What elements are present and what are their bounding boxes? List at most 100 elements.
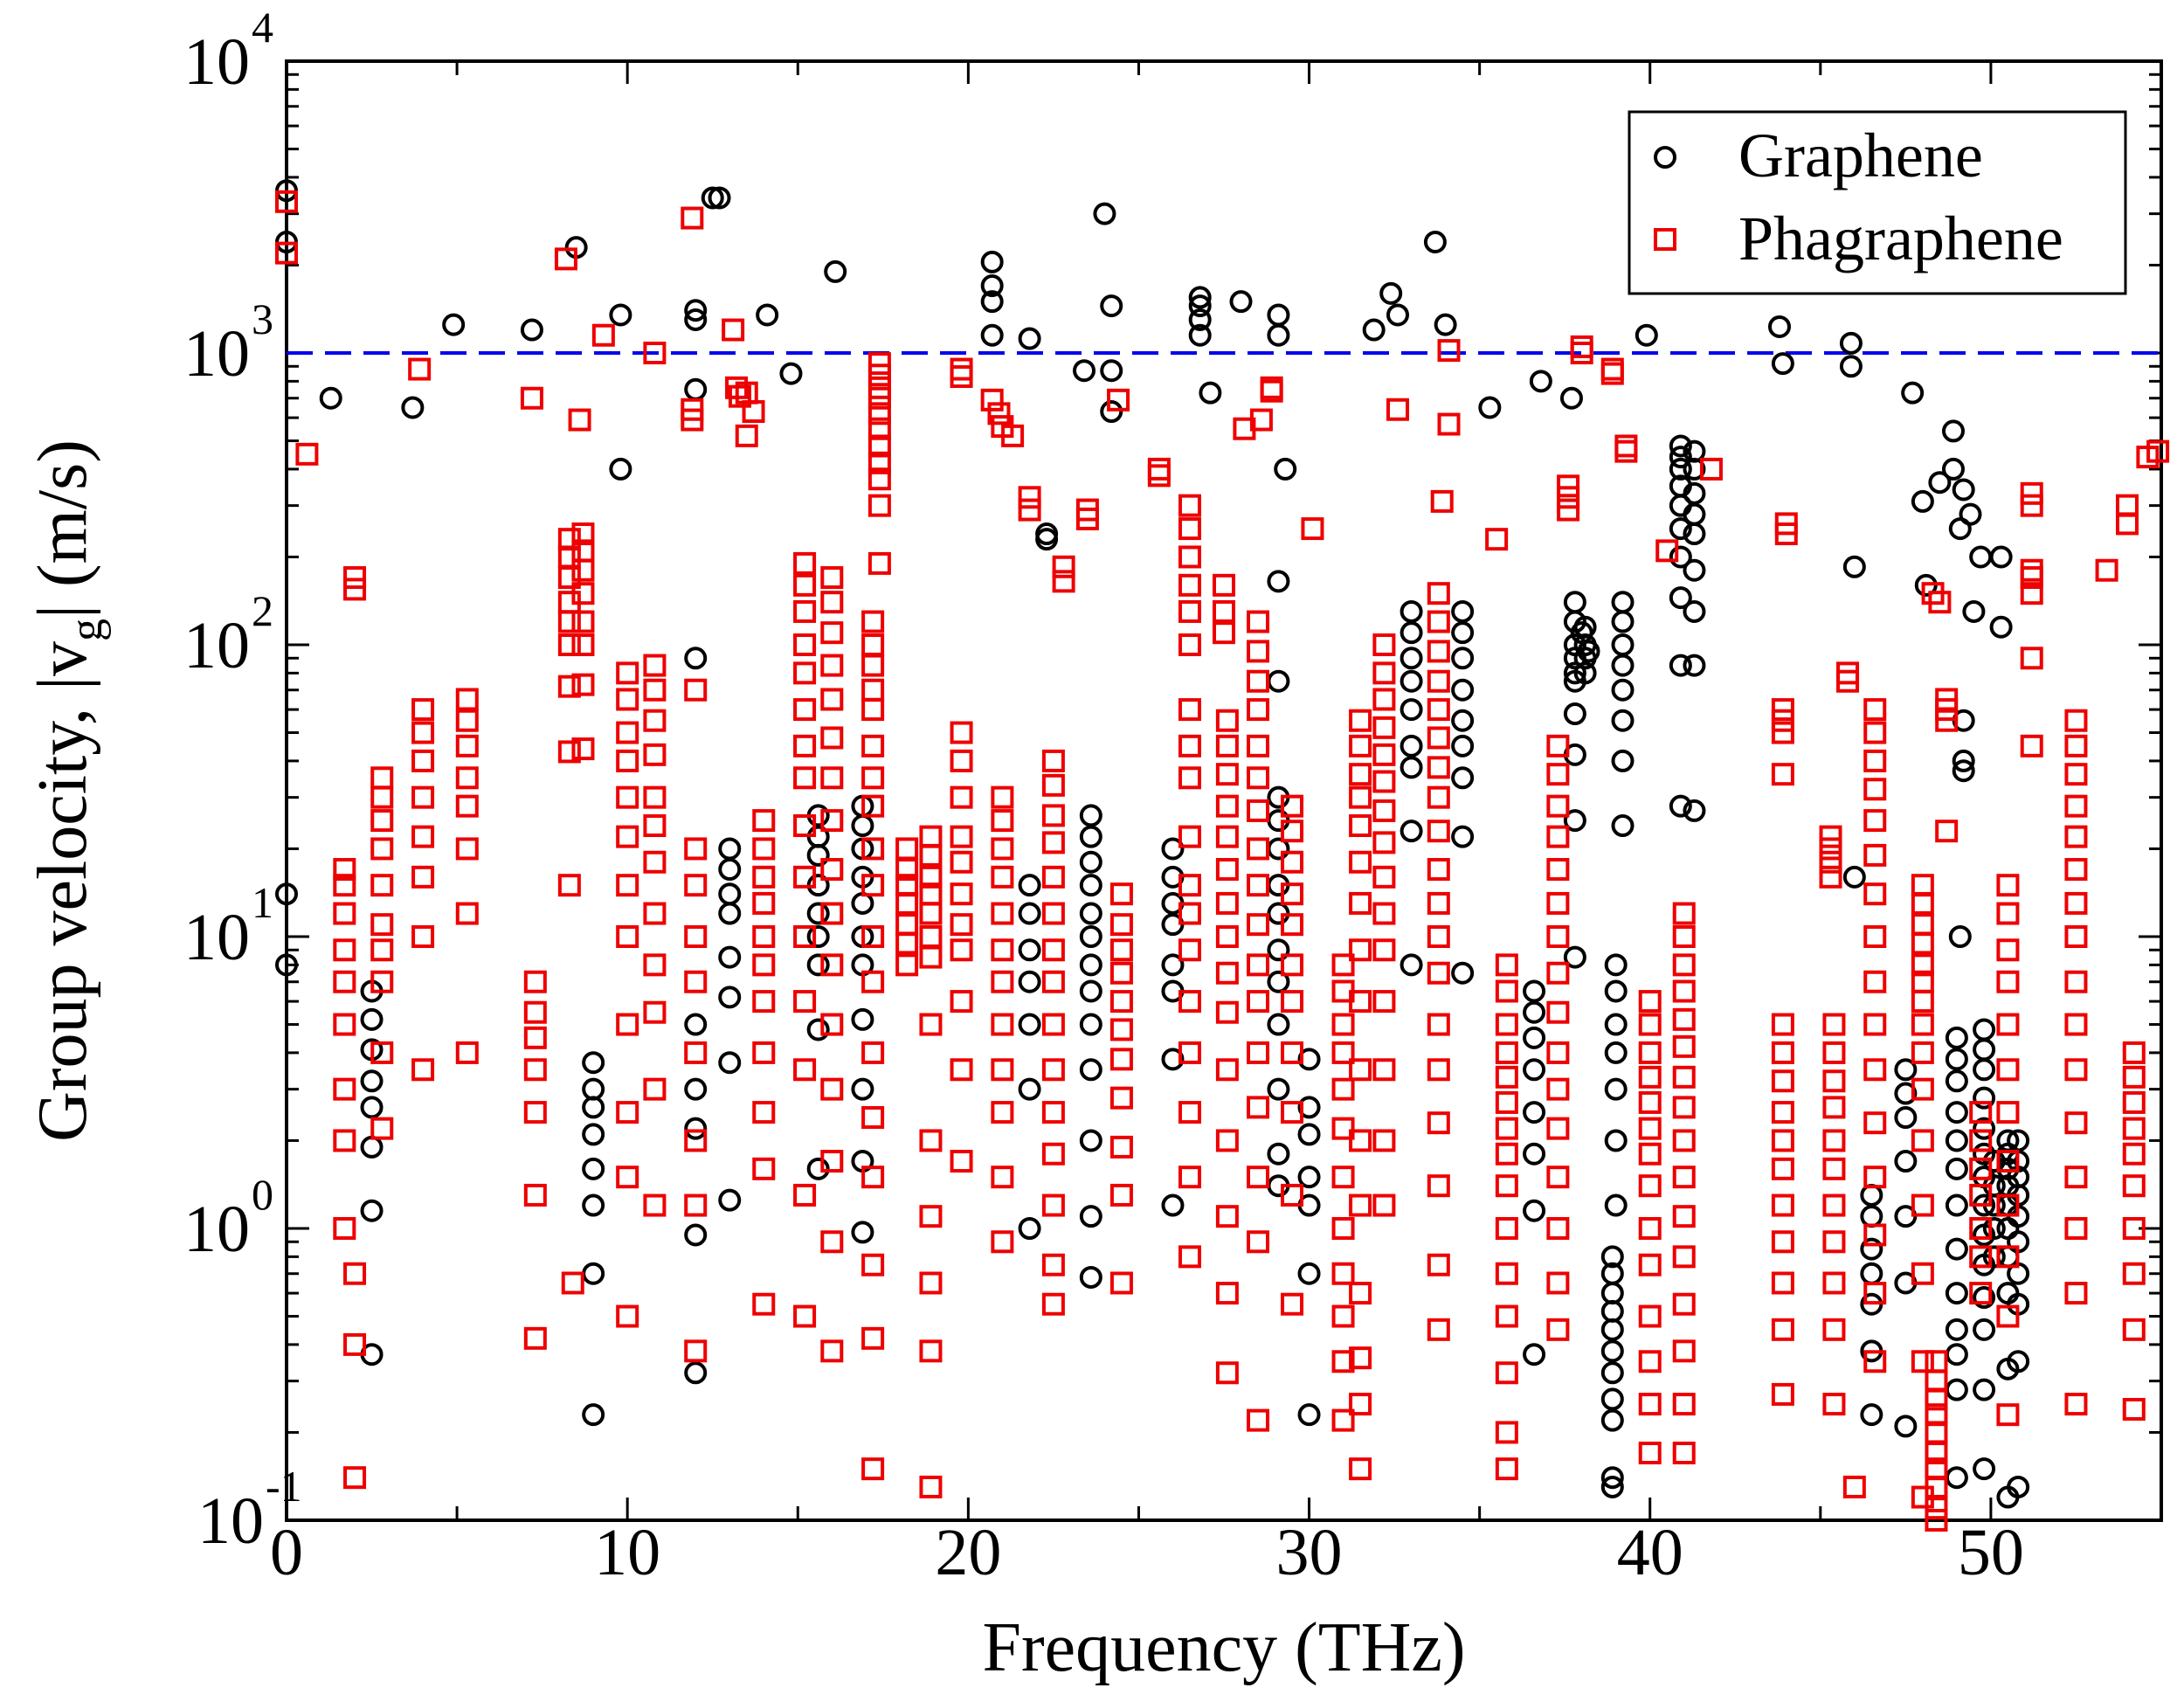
phagraphene-point	[820, 654, 844, 677]
phagraphene-point	[861, 837, 885, 861]
phagraphene-point	[643, 1000, 667, 1024]
phagraphene-point	[1546, 1217, 1570, 1240]
phagraphene-point	[1041, 865, 1065, 889]
phagraphene-point	[370, 913, 394, 937]
phagraphene-point	[1638, 1090, 1662, 1114]
phagraphene-point	[2122, 1262, 2146, 1285]
graphene-point	[1379, 281, 1403, 305]
graphene-point	[582, 1123, 605, 1146]
phagraphene-point	[1842, 1475, 1866, 1498]
phagraphene-point	[1247, 953, 1270, 977]
x-tick-label-0: 0	[270, 1516, 303, 1589]
phagraphene-point	[333, 874, 356, 897]
phagraphene-point	[333, 938, 356, 962]
phagraphene-point	[1331, 953, 1355, 977]
phagraphene-point	[1819, 865, 1842, 889]
phagraphene-point	[1969, 1129, 1993, 1152]
graphene-point	[806, 843, 830, 867]
graphene-point	[1973, 1457, 1996, 1481]
graphene-point	[756, 303, 779, 327]
phagraphene-point	[861, 734, 885, 758]
phagraphene-point	[793, 698, 817, 722]
phagraphene-point	[1672, 1034, 1696, 1058]
phagraphene-point	[1178, 1041, 1201, 1064]
x-tick-label-20: 20	[935, 1516, 1001, 1589]
phagraphene-point	[1672, 953, 1696, 977]
phagraphene-point	[861, 874, 885, 897]
graphene-point	[806, 925, 830, 948]
graphene-point	[1982, 1150, 2006, 1173]
phagraphene-point	[1546, 794, 1570, 818]
graphene-point	[1952, 478, 1975, 502]
phagraphene-point	[1041, 831, 1065, 854]
phagraphene-point	[1041, 970, 1065, 993]
phagraphene-point	[793, 1058, 817, 1082]
phagraphene-point	[752, 1292, 776, 1316]
phagraphene-point	[1247, 766, 1270, 790]
phagraphene-point	[1427, 1318, 1450, 1341]
phagraphene-point	[919, 1475, 943, 1498]
phagraphene-point	[2122, 1318, 2146, 1341]
graphene-point	[1100, 294, 1123, 318]
phagraphene-point	[333, 1077, 356, 1101]
phagraphene-point	[991, 1230, 1014, 1254]
graphene-point	[1018, 1013, 1041, 1036]
graphene-point	[1267, 570, 1290, 593]
phagraphene-point	[1178, 1245, 1201, 1269]
graphene-point	[1362, 318, 1386, 342]
graphene-point	[1683, 799, 1706, 822]
phagraphene-point	[793, 551, 817, 575]
phagraphene-point	[1247, 698, 1270, 722]
phagraphene-point	[616, 1304, 639, 1328]
phagraphene-point	[1437, 412, 1461, 436]
graphene-point	[1018, 902, 1041, 925]
graphene-point	[718, 945, 742, 969]
phagraphene-point	[1372, 661, 1396, 685]
graphene-point	[1839, 331, 1863, 355]
phagraphene-point	[684, 925, 708, 948]
phagraphene-point	[1638, 1253, 1662, 1276]
phagraphene-point	[793, 573, 817, 597]
phagraphene-point	[333, 1013, 356, 1036]
phagraphene-point	[991, 1058, 1014, 1082]
graphene-point	[1161, 953, 1185, 977]
y-tick-label-exponent: 4	[252, 3, 273, 52]
phagraphene-point	[333, 1129, 356, 1152]
phagraphene-point	[1247, 1041, 1270, 1064]
phagraphene-point	[1495, 1174, 1518, 1198]
graphene-point	[1945, 1069, 1968, 1093]
phagraphene-point	[1969, 1282, 1993, 1305]
phagraphene-point	[2020, 734, 2043, 758]
phagraphene-point	[571, 582, 595, 605]
phagraphene-point	[1911, 1077, 1934, 1101]
phagraphene-point	[343, 1262, 367, 1285]
phagraphene-point	[1969, 1101, 1993, 1124]
graphene-point	[1079, 850, 1102, 874]
graphene-point	[1451, 647, 1475, 670]
phagraphene-point	[1215, 763, 1239, 786]
graphene-point	[1100, 400, 1123, 424]
phagraphene-point	[1178, 766, 1201, 790]
phagraphene-point	[2064, 1111, 2088, 1135]
phagraphene-point	[1178, 990, 1201, 1013]
phagraphene-point	[950, 365, 973, 389]
graphene-point	[1600, 1245, 1624, 1269]
graphene-point	[1952, 759, 1975, 783]
phagraphene-point	[1911, 1193, 1934, 1217]
phagraphene-point	[1546, 1077, 1570, 1101]
graphene-point	[1683, 457, 1706, 481]
phagraphene-point	[1996, 1245, 2020, 1269]
graphene-point	[1989, 545, 2013, 569]
phagraphene-point	[1281, 913, 1304, 937]
graphene-point	[609, 303, 632, 327]
phagraphene-point	[2122, 1065, 2146, 1089]
phagraphene-point	[643, 785, 667, 809]
phagraphene-point	[1427, 785, 1450, 809]
graphene-point	[1604, 953, 1628, 977]
graphene-point	[1100, 359, 1123, 383]
phagraphene-point	[1771, 1382, 1794, 1406]
phagraphene-point	[408, 357, 432, 381]
phagraphene-point	[1638, 1217, 1662, 1240]
phagraphene-point	[820, 726, 844, 750]
graphene-point	[1267, 938, 1290, 962]
